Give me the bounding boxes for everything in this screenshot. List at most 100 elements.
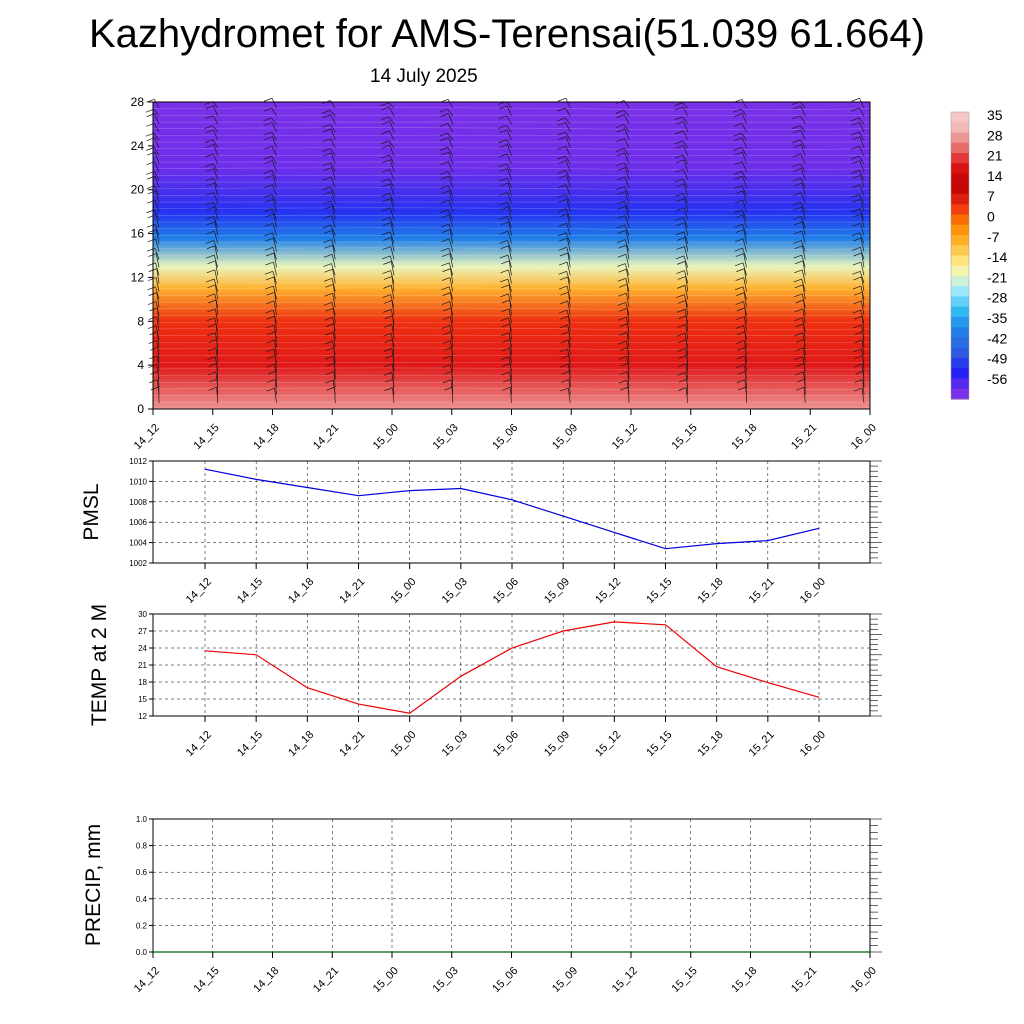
wind-barb-flag bbox=[147, 190, 156, 195]
wind-barb bbox=[273, 324, 277, 340]
colorbar-segment bbox=[951, 122, 969, 134]
wind-barb-flag bbox=[736, 331, 746, 336]
wind-barb bbox=[213, 153, 219, 164]
wind-barb-flag bbox=[146, 247, 156, 252]
wind-barb bbox=[568, 340, 571, 356]
wind-barb-flag bbox=[620, 362, 629, 367]
wind-barb bbox=[156, 292, 160, 308]
wind-barb-flag bbox=[205, 240, 214, 244]
wind-barb bbox=[743, 277, 747, 292]
x-tick-label: 16_00 bbox=[798, 576, 828, 606]
wind-barb-flag bbox=[265, 213, 274, 218]
wind-barb bbox=[154, 224, 160, 236]
wind-barb-flag bbox=[324, 244, 333, 249]
wind-barb bbox=[390, 333, 395, 348]
wind-barb-flag bbox=[674, 116, 683, 121]
wind-barb-flag bbox=[264, 136, 273, 141]
x-tick-label: 15_21 bbox=[747, 576, 777, 606]
wind-barb bbox=[274, 340, 277, 356]
wind-barb bbox=[802, 332, 806, 348]
wind-barb bbox=[859, 194, 865, 204]
wind-barb bbox=[743, 316, 747, 332]
wind-barb-flag bbox=[382, 255, 391, 260]
wind-barb bbox=[565, 208, 571, 220]
wind-barb-flag bbox=[557, 145, 566, 150]
wind-barb-flag bbox=[734, 223, 743, 228]
wind-barb bbox=[565, 160, 571, 172]
wind-barb bbox=[566, 237, 571, 252]
wind-barb bbox=[859, 122, 865, 133]
wind-barb-flag bbox=[560, 355, 570, 359]
wind-barb-flag bbox=[147, 175, 156, 180]
wind-barb bbox=[330, 176, 336, 188]
wind-barb-flag bbox=[854, 331, 863, 335]
wind-barb bbox=[449, 214, 454, 228]
wind-barb-flag bbox=[795, 323, 804, 328]
wind-barb bbox=[390, 270, 395, 284]
wind-barb-flag bbox=[736, 316, 745, 320]
wind-barb-flag bbox=[678, 363, 687, 367]
wind-barb bbox=[332, 356, 336, 372]
wind-barb bbox=[272, 232, 277, 244]
wind-barb-flag bbox=[735, 277, 744, 281]
contour-line bbox=[152, 287, 871, 291]
wind-barb bbox=[568, 379, 571, 396]
wind-barb-flag bbox=[676, 294, 685, 298]
wind-barb bbox=[333, 371, 336, 388]
wind-barb bbox=[448, 262, 454, 276]
wind-barb bbox=[624, 263, 630, 276]
wind-barb bbox=[153, 108, 160, 117]
wind-barb-flag bbox=[499, 168, 508, 172]
colorbar-segment bbox=[951, 378, 969, 390]
wind-barb bbox=[685, 324, 689, 340]
wind-barb-flag bbox=[149, 347, 159, 351]
wind-barb-flag bbox=[263, 117, 272, 122]
wind-barb bbox=[155, 190, 160, 204]
wind-barb-flag bbox=[441, 214, 450, 219]
wind-barb-flag bbox=[442, 364, 451, 368]
wind-barb-flag bbox=[498, 139, 507, 144]
wind-barb-flag bbox=[382, 207, 391, 212]
wind-barb-flag bbox=[793, 206, 802, 211]
wind-barb bbox=[390, 198, 395, 212]
wind-barb bbox=[389, 231, 395, 244]
wind-barb-flag bbox=[207, 371, 217, 376]
wind-barb bbox=[153, 133, 160, 141]
wind-barb bbox=[272, 175, 277, 188]
wind-barb-flag bbox=[557, 232, 567, 237]
x-tick-label: 15_06 bbox=[491, 729, 521, 759]
TEMP-axis-label: TEMP at 2 M bbox=[88, 604, 111, 726]
wind-barb-flag bbox=[147, 151, 156, 156]
wind-barb bbox=[331, 206, 336, 220]
wind-barb-flag bbox=[733, 209, 743, 214]
wind-barb bbox=[508, 293, 512, 308]
wind-barb bbox=[390, 261, 395, 276]
wind-barb bbox=[859, 170, 865, 180]
wind-barb bbox=[802, 356, 806, 372]
wind-barb-flag bbox=[207, 299, 217, 304]
colorbar-segment bbox=[951, 183, 969, 195]
wind-barb-flag bbox=[616, 224, 625, 229]
wind-barb-flag bbox=[265, 237, 274, 242]
wind-barb bbox=[626, 245, 630, 260]
wind-barb-flag bbox=[499, 216, 508, 220]
wind-barb-flag bbox=[734, 185, 743, 190]
wind-barb-flag bbox=[674, 102, 683, 107]
wind-barb bbox=[449, 253, 454, 268]
wind-barb bbox=[683, 159, 689, 172]
wind-barb-flag bbox=[266, 315, 275, 320]
colorbar-label: -49 bbox=[987, 351, 1007, 367]
wind-barb bbox=[625, 206, 630, 220]
wind-barb-flag bbox=[322, 138, 331, 142]
wind-barb bbox=[567, 252, 571, 268]
wind-barb bbox=[331, 191, 336, 204]
wind-barb bbox=[448, 224, 454, 236]
wind-barb-flag bbox=[322, 176, 332, 181]
wind-barb-flag bbox=[381, 130, 390, 135]
panel-frame bbox=[152, 460, 871, 564]
wind-barb bbox=[272, 247, 277, 260]
wind-barb bbox=[391, 372, 395, 388]
wind-barb bbox=[566, 247, 571, 260]
y-tick-label: 1.0 bbox=[136, 815, 148, 824]
wind-barb-flag bbox=[852, 309, 861, 314]
